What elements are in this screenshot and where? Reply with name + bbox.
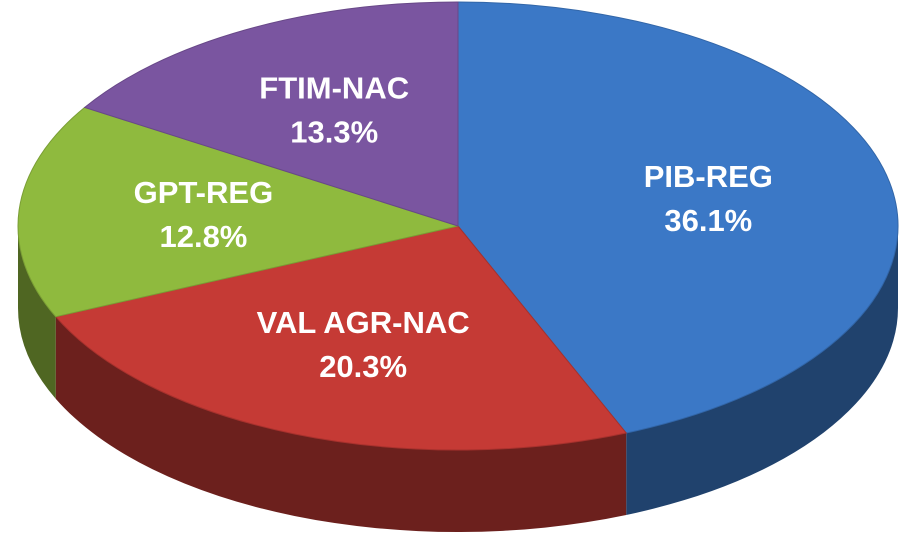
pie-slice xyxy=(54,225,628,451)
pie-slice xyxy=(457,1,899,434)
slice-value-label: 13.3% xyxy=(290,115,378,150)
pie-slice-side xyxy=(55,316,627,532)
slice-value-label: 12.8% xyxy=(159,219,247,254)
pie-slice xyxy=(83,1,459,227)
slice-value-label: 36.1% xyxy=(664,203,752,238)
slice-value-label: 20.3% xyxy=(319,349,407,384)
pie-slice xyxy=(17,106,460,318)
pie-slice-side xyxy=(626,226,898,515)
slice-label: GPT-REG xyxy=(134,175,274,210)
slice-label: VAL AGR-NAC xyxy=(257,305,470,340)
slice-label: FTIM-NAC xyxy=(259,71,409,106)
slice-label: PIB-REG xyxy=(644,159,773,194)
pie-slice-side xyxy=(18,226,56,399)
